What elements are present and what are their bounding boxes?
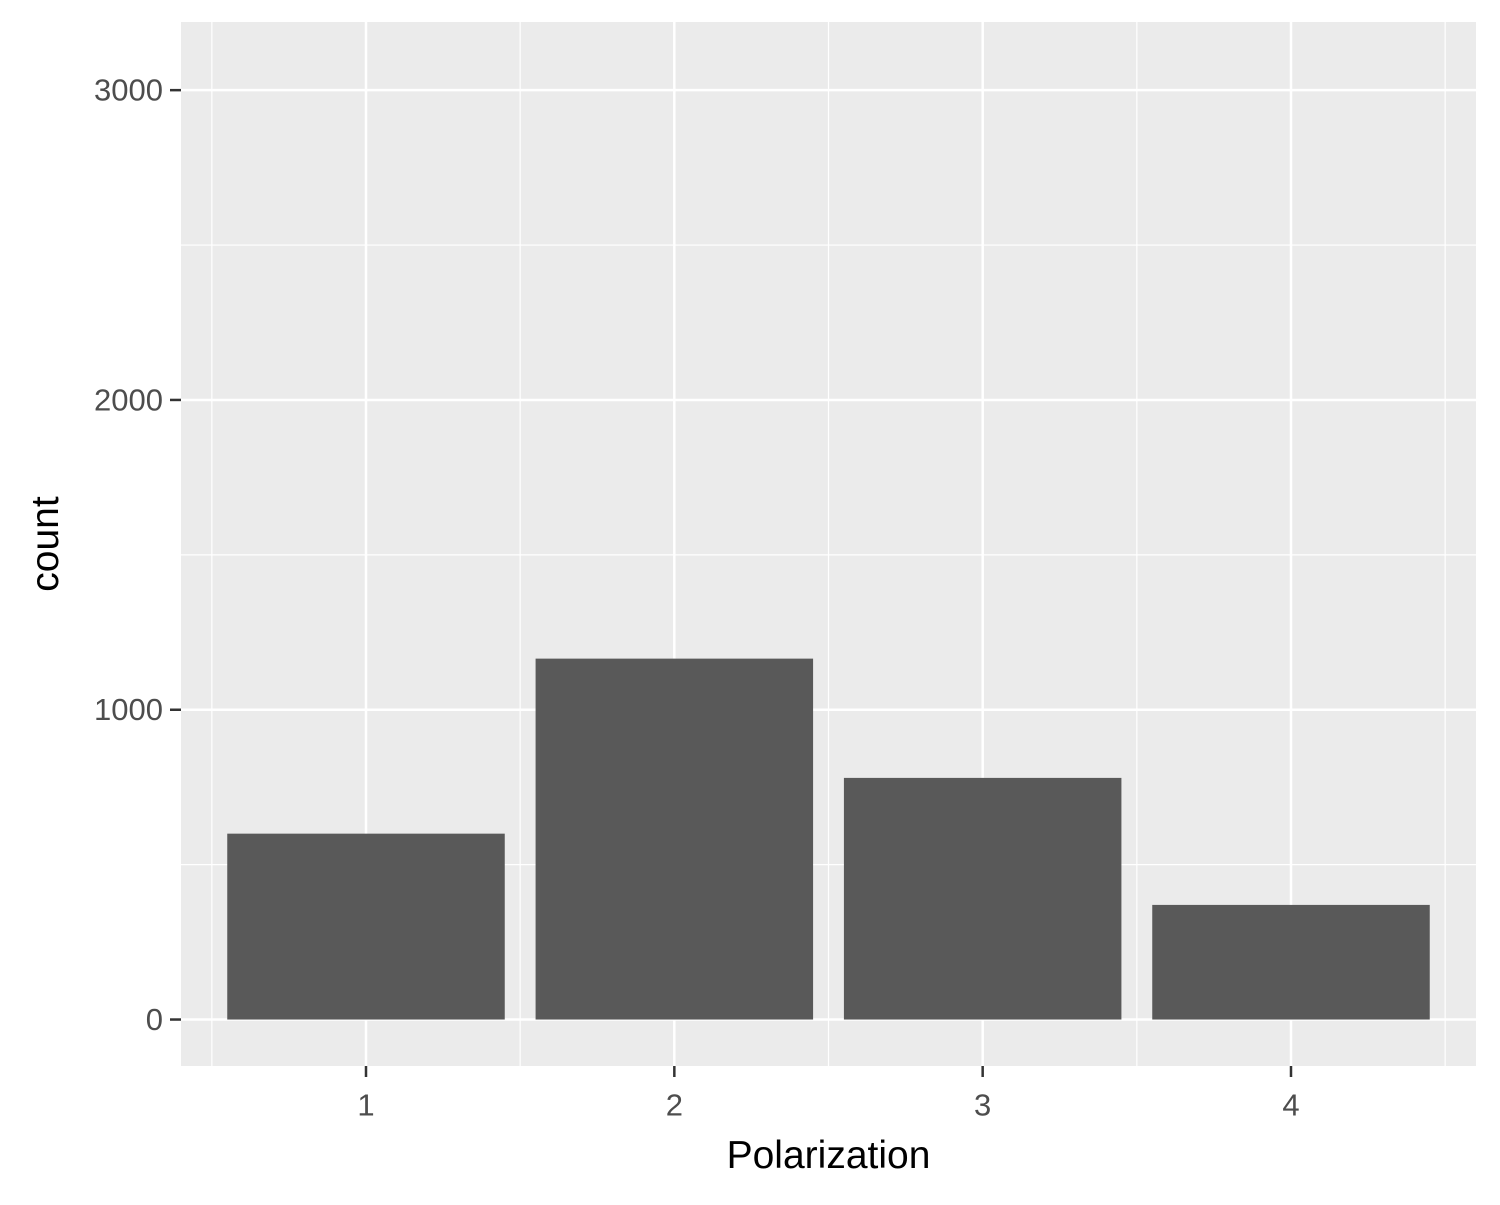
y-tick-label: 0 xyxy=(146,1002,163,1037)
y-tick-label: 2000 xyxy=(94,382,163,417)
bar-2 xyxy=(535,658,814,1020)
y-axis: 0 1000 2000 3000 xyxy=(94,73,181,1037)
x-tick-label: 2 xyxy=(666,1088,683,1123)
x-tick-label: 1 xyxy=(357,1088,374,1123)
x-tick-label: 3 xyxy=(974,1088,991,1123)
y-tick-label: 1000 xyxy=(94,692,163,727)
bar-1 xyxy=(227,833,505,1020)
bar-3 xyxy=(843,777,1122,1020)
y-tick-label: 3000 xyxy=(94,73,163,108)
x-axis-title: Polarization xyxy=(727,1134,931,1177)
x-tick-label: 4 xyxy=(1282,1088,1299,1123)
bar-4 xyxy=(1152,904,1430,1020)
x-axis: 1 2 3 4 xyxy=(357,1066,1300,1123)
bars-group xyxy=(227,658,1430,1020)
y-axis-title: count xyxy=(24,496,67,592)
